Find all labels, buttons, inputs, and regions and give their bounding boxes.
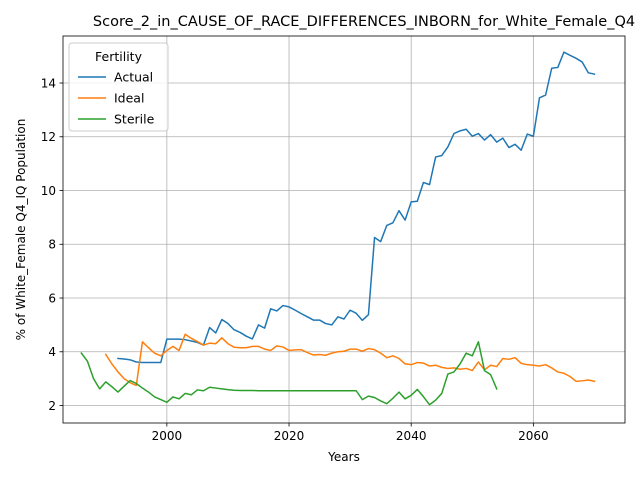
legend-box [68, 42, 169, 132]
legend-label-actual: Actual [114, 70, 153, 85]
x-tick-label: 2060 [518, 429, 549, 443]
y-tick-label: 4 [48, 345, 56, 359]
x-tick-label: 2040 [396, 429, 427, 443]
series-lines [80, 51, 596, 406]
y-tick-label: 14 [41, 76, 56, 90]
y-tick-label: 10 [41, 184, 56, 198]
plot-frame [62, 35, 626, 424]
y-tick-label: 2 [48, 399, 56, 413]
x-tick-label: 2000 [152, 429, 183, 443]
y-tick-label: 12 [41, 130, 56, 144]
y-axis-label: % of White_Female Q4_IQ Population [14, 119, 28, 341]
legend-label-ideal: Ideal [114, 91, 144, 106]
x-axis-ticks: 2000 2020 2040 2060 [152, 423, 549, 443]
x-axis-label: Years [327, 450, 360, 464]
legend-items: Actual Ideal Sterile [78, 70, 155, 127]
y-axis-ticks: 2 4 6 8 10 12 14 [41, 76, 63, 413]
y-tick-label: 6 [48, 291, 56, 305]
legend: Fertility Actual Ideal Sterile [68, 42, 169, 132]
grid-lines [63, 36, 625, 423]
legend-title: Fertility [95, 49, 143, 64]
series-line-ideal [104, 333, 596, 387]
legend-label-sterile: Sterile [114, 112, 155, 127]
series-line-sterile [80, 341, 498, 406]
y-tick-label: 8 [48, 238, 56, 252]
x-tick-label: 2020 [274, 429, 305, 443]
chart-title: Score_2_in_CAUSE_OF_RACE_DIFFERENCES_INB… [93, 14, 635, 30]
